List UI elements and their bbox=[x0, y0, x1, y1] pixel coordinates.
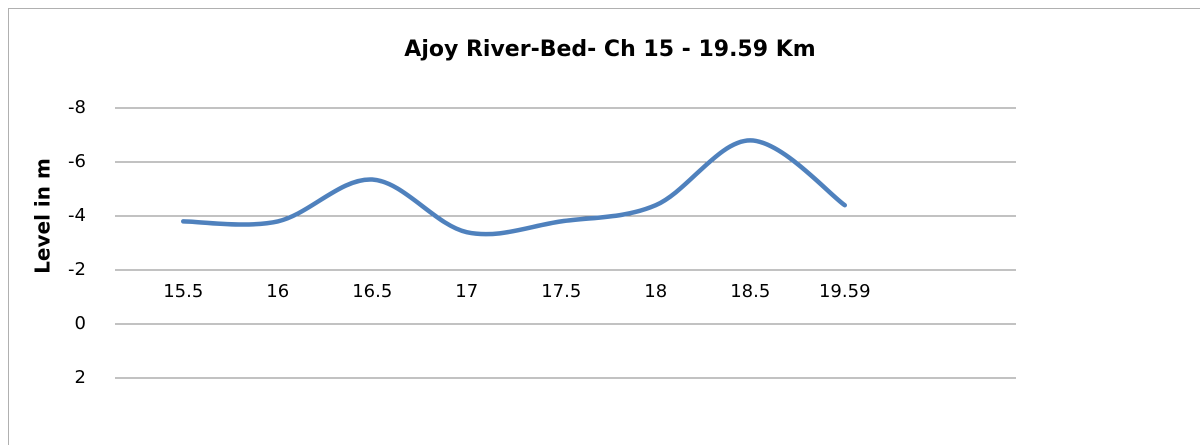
y-tick-label: -6 bbox=[68, 151, 86, 172]
x-tick-label: 15.5 bbox=[163, 281, 203, 302]
chart-title: Ajoy River-Bed- Ch 15 - 19.59 Km bbox=[404, 37, 815, 62]
y-tick-label: -8 bbox=[68, 97, 86, 118]
x-tick-label: 16 bbox=[266, 281, 289, 302]
x-tick-label: 17 bbox=[455, 281, 478, 302]
x-tick-label: 16.5 bbox=[352, 281, 392, 302]
line bbox=[181, 138, 847, 237]
y-tick-label: -2 bbox=[68, 259, 86, 280]
y-tick-label: 0 bbox=[75, 313, 86, 334]
x-tick-label: 17.5 bbox=[541, 281, 581, 302]
x-tick-label: 18 bbox=[644, 281, 667, 302]
y-tick-label: -4 bbox=[68, 205, 86, 226]
x-tick-label: 18.5 bbox=[730, 281, 770, 302]
y-tick-label: 2 bbox=[75, 367, 86, 388]
y-axis-title: Level in m bbox=[31, 158, 55, 274]
x-tick-label: 19.59 bbox=[819, 281, 871, 302]
chart-border bbox=[8, 8, 1200, 445]
